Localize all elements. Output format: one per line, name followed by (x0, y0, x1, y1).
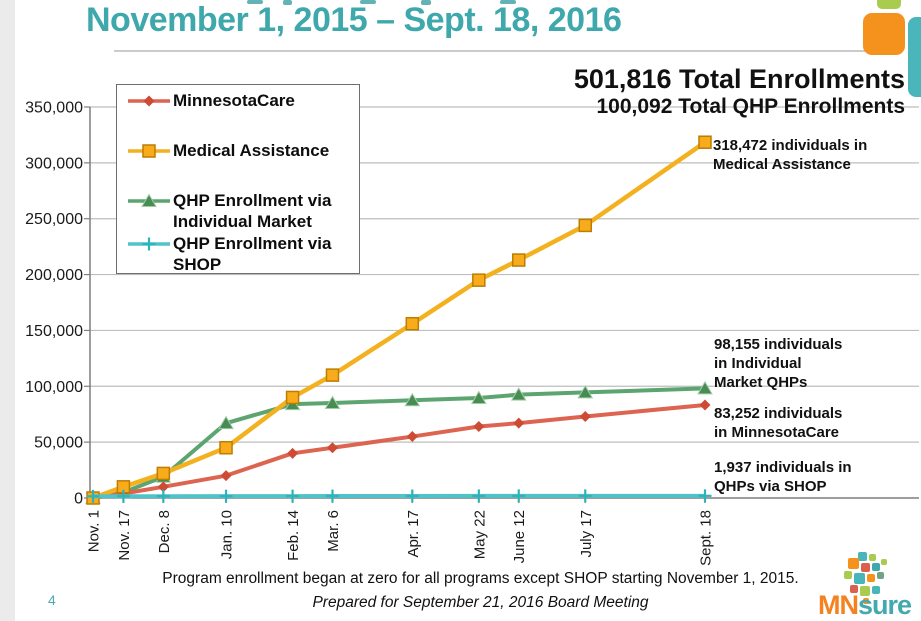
logo-orange-square (863, 13, 905, 55)
cropped-title-remnant (360, 0, 376, 4)
svg-text:May 22: May 22 (471, 510, 488, 559)
svg-text:Nov. 17: Nov. 17 (116, 510, 133, 561)
svg-text:Nov. 1: Nov. 1 (86, 510, 103, 552)
left-margin-strip (0, 0, 15, 621)
legend-label: Medical Assistance (173, 141, 330, 160)
total-enrollments-text: 501,816 Total Enrollments (573, 64, 905, 94)
totals-block: 501,816 Total Enrollments 100,092 Total … (574, 64, 905, 119)
diamond-marker-icon (128, 95, 170, 107)
svg-text:100,000: 100,000 (25, 379, 83, 396)
legend-item-minnesotacare: MinnesotaCare (126, 90, 351, 111)
svg-text:50,000: 50,000 (34, 435, 83, 452)
legend-item-medical-assistance: Medical Assistance (126, 140, 351, 161)
svg-text:Feb. 14: Feb. 14 (285, 510, 302, 561)
annotation-shop: 1,937 individuals in QHPs via SHOP (714, 459, 852, 495)
svg-text:300,000: 300,000 (25, 155, 83, 172)
annotation-minnesotacare: 83,252 individuals in MinnesotaCare (714, 405, 843, 441)
svg-text:Dec. 8: Dec. 8 (156, 510, 173, 553)
legend-label: QHP Enrollment via SHOP (173, 234, 332, 274)
cropped-title-remnant (247, 0, 263, 4)
svg-text:Jan. 10: Jan. 10 (219, 510, 236, 559)
cropped-title-remnant (500, 0, 516, 4)
logo-teal-bar (908, 17, 921, 97)
enrollment-line-chart: 0 50,000 100,000 150,000 200,000 250,000 300,0… (25, 100, 919, 566)
total-qhp-enrollments-text: 100,092 Total QHP Enrollments (596, 95, 906, 118)
svg-text:350,000: 350,000 (25, 100, 83, 117)
svg-text:June 12: June 12 (511, 510, 528, 563)
legend-item-qhp-enrollment-via-individual-market: QHP Enrollment via Individual Market (126, 190, 351, 232)
svg-text:Mar. 6: Mar. 6 (325, 510, 342, 552)
logo-green-square (877, 0, 901, 9)
cropped-title-remnant (421, 0, 431, 5)
annotation-medical-assistance: 318,472 individuals in Medical Assistanc… (713, 137, 868, 173)
svg-text:Apr. 17: Apr. 17 (405, 510, 422, 558)
page-number: 4 (48, 592, 56, 608)
chart-legend: MinnesotaCare Medical Assistance QHP Enrol… (116, 84, 360, 274)
svg-text:150,000: 150,000 (25, 323, 83, 340)
svg-text:250,000: 250,000 (25, 211, 83, 228)
series-qhp-enrollment-via-shop (86, 489, 712, 503)
footnote: Program enrollment began at zero for all… (162, 570, 799, 587)
mnsure-logo-mark (844, 552, 887, 604)
square-marker-icon (128, 144, 170, 158)
title-divider (114, 50, 880, 52)
svg-text:Sept. 18: Sept. 18 (698, 510, 715, 566)
annotation-individual-qhp: 98,155 individuals in Individual Market … (714, 336, 843, 391)
legend-label: MinnesotaCare (173, 91, 295, 110)
svg-text:200,000: 200,000 (25, 267, 83, 284)
mnsure-logo-text: MNsure (818, 590, 912, 621)
mnsure-logo-sure: sure (858, 590, 912, 620)
legend-label: QHP Enrollment via Individual Market (173, 191, 332, 231)
plus-marker-icon (128, 237, 170, 251)
svg-text:July 17: July 17 (578, 510, 595, 558)
svg-text:0: 0 (74, 491, 83, 508)
triangle-marker-icon (128, 193, 170, 207)
series-medical-assistance (86, 135, 712, 505)
slide-title: November 1, 2015 – Sept. 18, 2016 (86, 1, 622, 39)
mnsure-logo-mn: MN (818, 590, 859, 620)
series-minnesotacare (87, 399, 711, 504)
cropped-title-remnant (283, 0, 292, 5)
prepared-for-text: Prepared for September 21, 2016 Board Me… (312, 594, 649, 611)
legend-item-qhp-enrollment-via-shop: QHP Enrollment via SHOP (126, 233, 351, 275)
